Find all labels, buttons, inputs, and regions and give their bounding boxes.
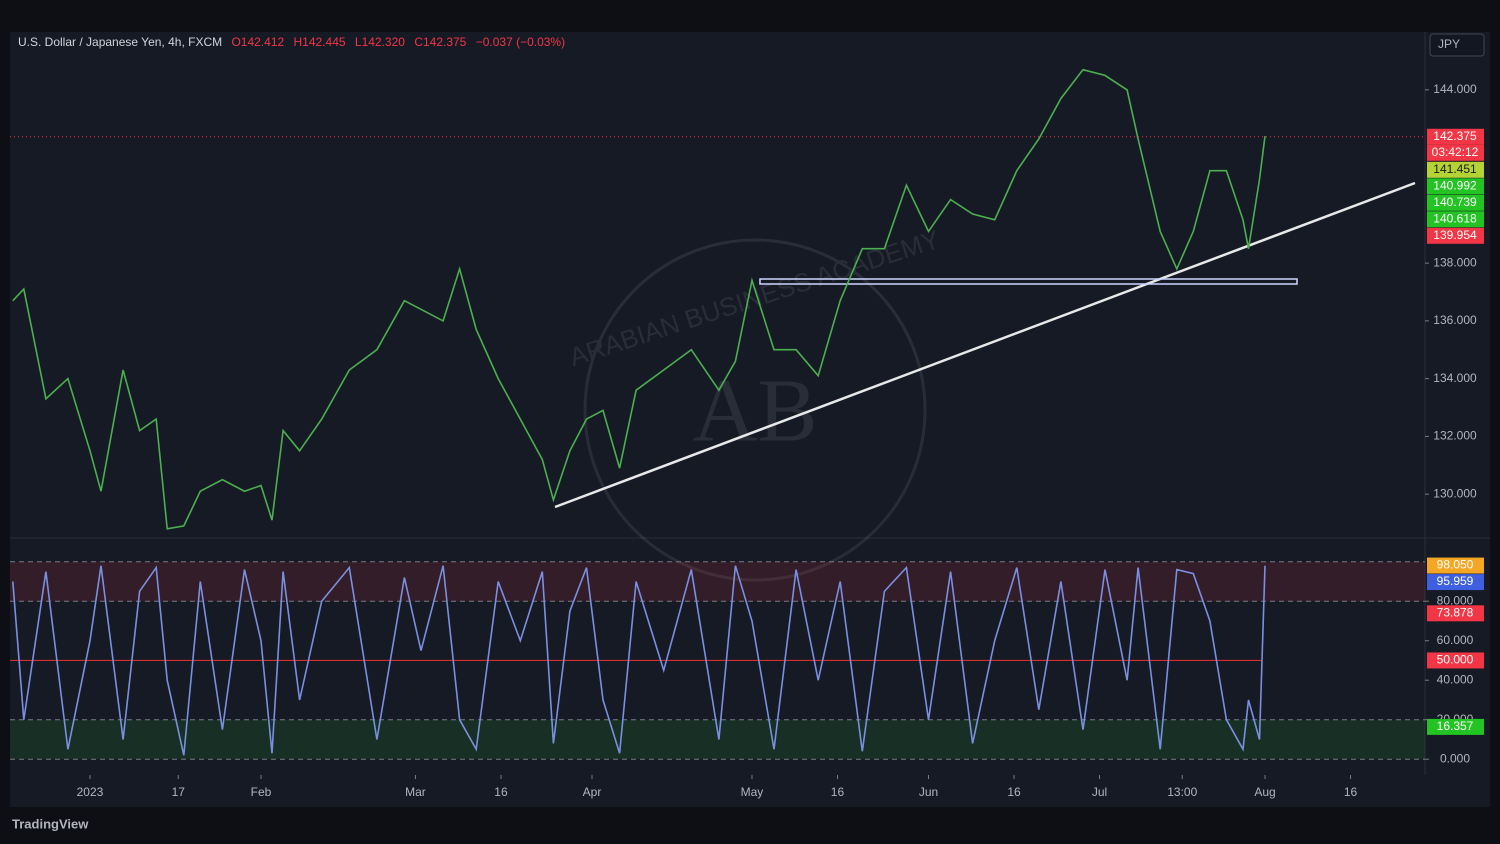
- trendline: [554, 181, 1416, 509]
- y-tick-label: 132.000: [1433, 429, 1477, 443]
- x-tick-label: 17: [172, 785, 186, 799]
- low: L142.320: [355, 35, 405, 49]
- price-label-box: [1427, 227, 1484, 244]
- y-tick-label: 60.000: [1437, 633, 1474, 647]
- y-tick-label: 80.000: [1437, 593, 1474, 607]
- chart-header: U.S. Dollar / Japanese Yen, 4h, FXCM O14…: [18, 35, 565, 49]
- price-label: 142.375: [1433, 129, 1477, 143]
- y-tick-label: 130.000: [1433, 486, 1477, 500]
- x-tick-label: Apr: [583, 785, 602, 799]
- price-label-box: [1427, 211, 1484, 228]
- price-label-box: [1427, 605, 1484, 622]
- price-label: 140.739: [1433, 195, 1477, 209]
- x-tick-label: Jun: [919, 785, 938, 799]
- price-label-box: [1427, 557, 1484, 574]
- y-tick-label: 40.000: [1437, 672, 1474, 686]
- price-label: 139.954: [1433, 228, 1477, 242]
- price-label-box: [1427, 652, 1484, 669]
- countdown-box: [1427, 144, 1484, 161]
- change: −0.037 (−0.03%): [476, 35, 565, 49]
- brand: TradingView: [12, 816, 89, 831]
- price-label: 16.357: [1437, 719, 1474, 733]
- symbol: U.S. Dollar / Japanese Yen, 4h, FXCM: [18, 35, 222, 49]
- x-tick-label: 16: [831, 785, 845, 799]
- price-label-box: [1427, 178, 1484, 195]
- x-tick-label: Feb: [251, 785, 272, 799]
- x-tick-label: 16: [1007, 785, 1021, 799]
- series-line: [12, 565, 1266, 756]
- price-label: 140.618: [1433, 211, 1477, 225]
- price-label-box: [1427, 718, 1484, 735]
- price-label: 95.959: [1437, 574, 1474, 588]
- support-zone: [759, 278, 1298, 285]
- countdown: 03:42:12: [1432, 145, 1479, 159]
- price-label: 50.000: [1437, 653, 1474, 667]
- y-tick-label: 134.000: [1433, 371, 1477, 385]
- x-tick-label: 16: [494, 785, 508, 799]
- currency-button-label[interactable]: JPY: [1438, 37, 1460, 51]
- x-tick-label: Aug: [1254, 785, 1275, 799]
- series-line: [12, 68, 1266, 530]
- price-label: 140.992: [1433, 178, 1477, 192]
- price-label-box: [1427, 128, 1484, 145]
- chart-area: [10, 32, 1490, 807]
- price-label: 98.050: [1437, 558, 1474, 572]
- price-label: 141.451: [1433, 162, 1477, 176]
- zone: [10, 561, 1425, 602]
- y-tick-label: 0.000: [1440, 751, 1470, 765]
- price-label: 73.878: [1437, 605, 1474, 619]
- x-tick-label: Mar: [405, 785, 426, 799]
- x-tick-label: 16: [1344, 785, 1358, 799]
- y-tick-label: 144.000: [1433, 82, 1477, 96]
- price-label-box: [1427, 161, 1484, 178]
- y-tick-label: 138.000: [1433, 255, 1477, 269]
- currency-button[interactable]: [1429, 33, 1485, 57]
- x-tick-label: Jul: [1092, 785, 1107, 799]
- y-tick-label: 136.000: [1433, 313, 1477, 327]
- open: O142.412: [231, 35, 284, 49]
- x-tick-label: May: [741, 785, 764, 799]
- x-tick-label: 13:00: [1167, 785, 1197, 799]
- x-tick-label: 2023: [77, 785, 104, 799]
- price-label-box: [1427, 194, 1484, 211]
- close: C142.375: [414, 35, 466, 49]
- watermark-ring: [583, 238, 927, 582]
- watermark-initials: AB: [692, 362, 817, 461]
- price-label-box: [1427, 574, 1484, 591]
- high: H142.445: [294, 35, 346, 49]
